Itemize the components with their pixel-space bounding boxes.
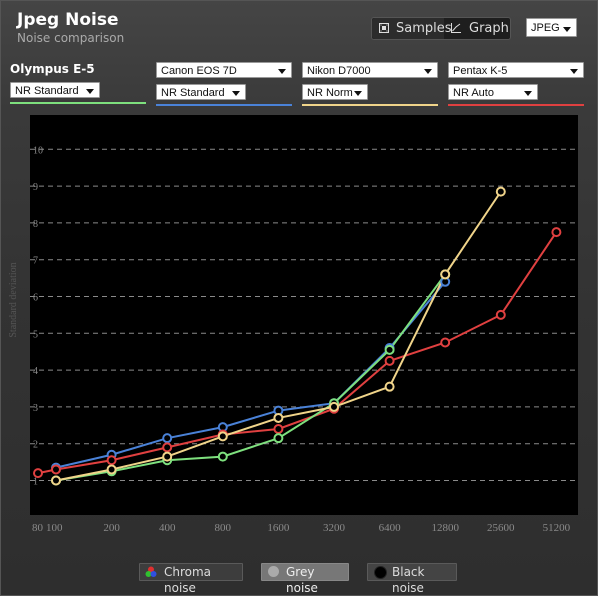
chevron-down-icon: [524, 91, 532, 96]
camera-4-nr-select[interactable]: NR Auto: [448, 84, 538, 100]
data-point: [273, 423, 284, 434]
x-tick-label: 80: [32, 522, 44, 534]
y-tick-label: 4: [33, 366, 38, 377]
data-point: [106, 464, 117, 475]
x-tick-label: 3200: [323, 522, 346, 534]
camera-3-nr-value: NR Norm: [307, 87, 353, 99]
data-point: [273, 433, 284, 444]
format-select-value: JPEG: [531, 22, 560, 34]
data-point: [106, 455, 117, 466]
x-tick-label: 25600: [487, 522, 515, 534]
data-point: [33, 468, 43, 479]
camera-3-nr-select[interactable]: NR Norm: [302, 84, 368, 100]
grey-dot-icon: [268, 566, 279, 577]
data-point: [440, 337, 451, 348]
data-point: [217, 431, 228, 442]
x-tick-label: 51200: [543, 522, 571, 534]
y-tick-label: 7: [33, 256, 38, 267]
camera-4-select[interactable]: Pentax K-5: [448, 62, 584, 78]
data-point: [551, 227, 562, 238]
chevron-down-icon: [278, 69, 286, 74]
camera-1-nr-select[interactable]: NR Standard: [10, 82, 100, 98]
x-tick-label: 12800: [431, 522, 459, 534]
chevron-down-icon: [424, 69, 432, 74]
camera-2-select[interactable]: Canon EOS 7D: [156, 62, 292, 78]
data-point: [495, 186, 506, 197]
data-point: [51, 464, 61, 475]
y-tick-label: 8: [33, 219, 38, 230]
data-point: [217, 451, 228, 462]
x-tick-label: 100: [46, 522, 63, 534]
camera-1-nr-value: NR Standard: [15, 85, 79, 97]
y-tick-label: 5: [33, 329, 38, 340]
graph-button[interactable]: Graph: [444, 18, 510, 39]
chevron-down-icon: [232, 91, 240, 96]
film-icon: [379, 23, 389, 33]
chevron-down-icon: [354, 91, 362, 96]
camera-4-name: Pentax K-5: [453, 65, 508, 77]
camera-4-color-line: [448, 104, 584, 106]
page-title: Jpeg Noise: [17, 10, 119, 30]
samples-button[interactable]: Samples: [372, 18, 452, 39]
data-point: [495, 309, 506, 320]
camera-2-nr-value: NR Standard: [161, 87, 225, 99]
data-point: [162, 451, 173, 462]
y-tick-label: 6: [33, 293, 38, 304]
camera-1-name: Olympus E-5: [10, 62, 95, 76]
data-point: [329, 401, 339, 412]
chroma-noise-label: Chroma noise: [164, 565, 212, 595]
view-toggle: Samples Graph: [371, 17, 511, 40]
camera-3-name: Nikon D7000: [307, 65, 371, 77]
data-point: [51, 475, 61, 486]
camera-3-select[interactable]: Nikon D7000: [302, 62, 438, 78]
black-dot-icon: [374, 566, 387, 579]
data-point: [440, 269, 451, 280]
x-tick-label: 200: [103, 522, 120, 534]
data-point: [162, 433, 173, 444]
plot-area: [30, 115, 578, 515]
y-tick-label: 2: [33, 440, 38, 451]
page-subtitle: Noise comparison: [17, 31, 125, 45]
x-tick-label: 6400: [379, 522, 402, 534]
noise-chart: 1 2 3 4 5 6 7 8 9 10 Standard deviation 80 100 200 400…: [8, 115, 578, 534]
y-tick-label: 3: [33, 403, 38, 414]
chevron-down-icon: [570, 69, 578, 74]
x-tick-label: 400: [159, 522, 176, 534]
series-line: [55, 281, 446, 469]
chevron-down-icon: [563, 27, 571, 32]
format-select[interactable]: JPEG: [526, 18, 577, 37]
camera-4-nr-value: NR Auto: [453, 87, 494, 99]
camera-3-color-line: [302, 104, 438, 106]
data-point: [162, 442, 173, 453]
y-axis-label: Standard deviation: [8, 262, 19, 337]
chroma-noise-button[interactable]: Chroma noise: [139, 563, 243, 595]
chevron-down-icon: [86, 89, 94, 94]
data-point: [273, 412, 284, 423]
grey-noise-button[interactable]: Grey noise: [261, 563, 349, 595]
camera-2-nr-select[interactable]: NR Standard: [156, 84, 246, 100]
y-tick-label: 1: [33, 477, 38, 488]
black-noise-label: Black noise: [392, 565, 425, 595]
data-point: [384, 344, 395, 355]
x-tick-label: 800: [215, 522, 232, 534]
series-line: [55, 273, 447, 482]
black-noise-button[interactable]: Black noise: [367, 563, 457, 595]
camera-1-color-line: [10, 102, 146, 104]
graph-label: Graph: [469, 21, 509, 36]
rgb-dots-icon: [145, 566, 157, 577]
y-tick-label: 9: [33, 182, 38, 193]
samples-label: Samples: [396, 21, 452, 36]
graph-icon: [451, 23, 461, 33]
camera-2-color-line: [156, 104, 292, 106]
grey-noise-label: Grey noise: [286, 565, 318, 595]
data-point: [384, 355, 395, 366]
camera-2-name: Canon EOS 7D: [161, 65, 237, 77]
data-point: [384, 381, 395, 392]
x-tick-label: 1600: [267, 522, 290, 534]
y-tick-label: 10: [33, 145, 43, 156]
